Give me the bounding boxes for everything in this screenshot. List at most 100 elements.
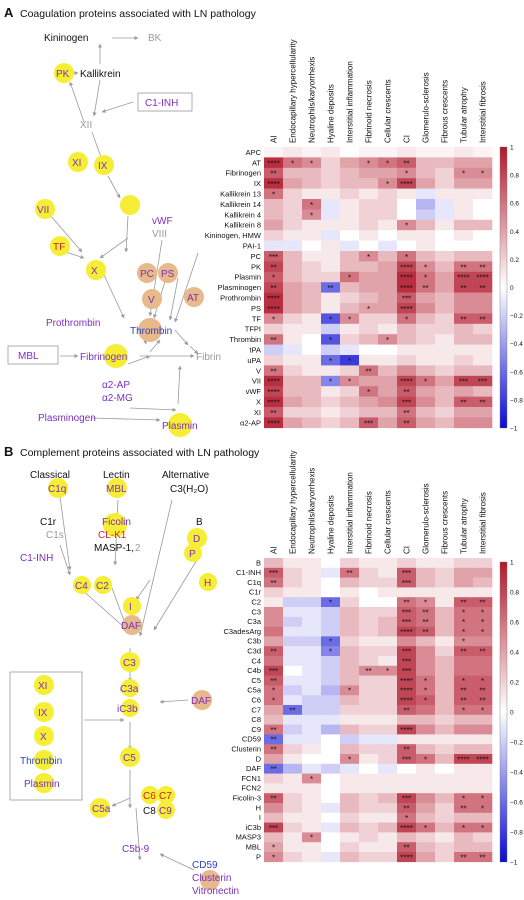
heatmap-a-significance: *: [329, 378, 332, 387]
heatmap-b-cell: [397, 714, 417, 725]
heatmap-a-significance: **: [270, 367, 276, 376]
label-ic3b: iC3b: [117, 704, 138, 715]
heatmap-a-cell: [283, 157, 303, 169]
heatmap-b-significance: *: [272, 697, 275, 706]
heatmap-b-row-label: C1-INH: [236, 568, 261, 577]
heatmap-a-colorbar-tick: 0.4: [510, 229, 519, 236]
heatmap-a-cell: [264, 240, 284, 252]
heatmap-a-cell: [473, 407, 493, 418]
heatmap-a-cell: [435, 344, 455, 356]
heatmap-b-cell: [340, 724, 360, 735]
heatmap-b-significance: *: [424, 824, 427, 833]
heatmap-b-cell: [435, 754, 455, 765]
heatmap-b-cell: [435, 744, 455, 755]
heatmap-b-cell: [397, 783, 417, 794]
heatmap-b-cell: [264, 832, 284, 843]
heatmap-a-cell: [340, 344, 360, 356]
heatmap-b-cell: [454, 558, 474, 569]
heatmap-a-cell: [435, 209, 455, 221]
heatmap-b-significance: **: [479, 697, 485, 706]
heatmap-a-significance: *: [329, 336, 332, 345]
heatmap-a-significance: *: [424, 274, 427, 283]
heatmap-a-cell: [378, 157, 398, 169]
heatmap-b-colorbar-tick: −0.8: [510, 830, 523, 837]
heatmap-b-row-label: C5a: [247, 686, 262, 695]
heatmap-b-cell: [473, 656, 493, 667]
heatmap-a-cell: [397, 396, 417, 408]
heatmap-b-cell: [435, 587, 455, 598]
heatmap-b-cell: [321, 783, 341, 794]
heatmap-a-cell: [416, 147, 436, 158]
heatmap-a-significance: *: [405, 315, 408, 324]
heatmap-a-cell: [283, 240, 303, 252]
heatmap-a-cell: [397, 167, 417, 179]
label-a2-mg: α2-MG: [102, 393, 133, 404]
heatmap-b-cell: [473, 665, 493, 676]
label-p: P: [189, 549, 196, 560]
heatmap-b-cell: [264, 763, 284, 774]
heatmap-a-cell: [435, 251, 455, 262]
heatmap-b-cell: [283, 724, 303, 735]
label-c3h2o: C3(H₂O): [170, 484, 208, 495]
heatmap-a-cell: [473, 240, 493, 252]
heatmap-b-significance: ****: [400, 824, 412, 833]
heatmap-a-cell: [264, 407, 284, 418]
heatmap-a-cell: [321, 365, 341, 377]
heatmap-b-cell: [378, 832, 398, 843]
heatmap-a-cell: [302, 323, 322, 335]
heatmap-a-col-label: Tubular atrophy: [460, 87, 469, 143]
heatmap-a-cell: [473, 219, 493, 231]
heatmap-a-significance: ***: [364, 419, 373, 428]
heatmap-b-cell: [283, 607, 303, 618]
heatmap-b-cell: [435, 685, 455, 696]
heatmap-a-cell: [340, 407, 360, 418]
heatmap-a-cell: [397, 230, 417, 241]
heatmap-b-cell: [340, 842, 360, 853]
heatmap-b-cell: [321, 646, 341, 657]
heatmap-b-significance: **: [479, 648, 485, 657]
label-alternative: Alternative: [162, 470, 210, 481]
heatmap-b-cell: [416, 724, 436, 735]
heatmap-a-cell: [473, 251, 493, 262]
heatmap-b-cell: [359, 803, 379, 814]
heatmap-a-cell: [302, 396, 322, 408]
heatmap-b-significance: ***: [402, 795, 411, 804]
heatmap-b-cell: [397, 734, 417, 745]
heatmap-a-cell: [416, 292, 436, 304]
heatmap-b-cell: [378, 754, 398, 765]
heatmap-b-row-label: C3: [251, 607, 261, 616]
heatmap-a-cell: [378, 209, 398, 221]
label-c1-inh: C1-INH: [145, 98, 178, 109]
heatmap-a-cell: [397, 251, 417, 262]
heatmap-b-colorbar-tick: −0.6: [510, 800, 523, 807]
heatmap-a-cell: [378, 375, 398, 387]
heatmap-b-significance: **: [460, 687, 466, 696]
heatmap-a-cell: [416, 188, 436, 200]
heatmap-b-cell: [340, 567, 360, 578]
heatmap-a-cell: [283, 313, 303, 325]
heatmap-b-cell: [321, 812, 341, 823]
heatmap-a-significance: ***: [269, 253, 278, 262]
heatmap-b-cell: [416, 675, 436, 686]
heatmap-a-cell: [378, 147, 398, 158]
heatmap-b-cell: [378, 744, 398, 755]
heatmap-a-cell: [359, 199, 379, 210]
heatmap-b-cell: [378, 646, 398, 657]
heatmap-a-cell: [435, 355, 455, 366]
heatmap-b-cell: [302, 803, 322, 814]
heatmap-b-significance: **: [460, 648, 466, 657]
heatmap-a-colorbar-tick: −0.2: [510, 313, 523, 320]
heatmap-b-cell: [454, 656, 474, 667]
heatmap-b-cell: [264, 636, 284, 647]
heatmap-b-cell: [264, 558, 284, 569]
heatmap-a-cell: [378, 407, 398, 418]
label-c5: C5: [123, 753, 136, 764]
label-clusterin: Clusterin: [192, 873, 231, 884]
heatmap-b-row-label: C5: [251, 676, 261, 685]
heatmap-b-significance: **: [460, 804, 466, 813]
heatmap-b-cell: [397, 754, 417, 765]
heatmap-b-cell: [340, 705, 360, 716]
heatmap-b-cell: [397, 607, 417, 618]
heatmap-b-cell: [359, 646, 379, 657]
heatmap-b-cell: [473, 773, 493, 784]
